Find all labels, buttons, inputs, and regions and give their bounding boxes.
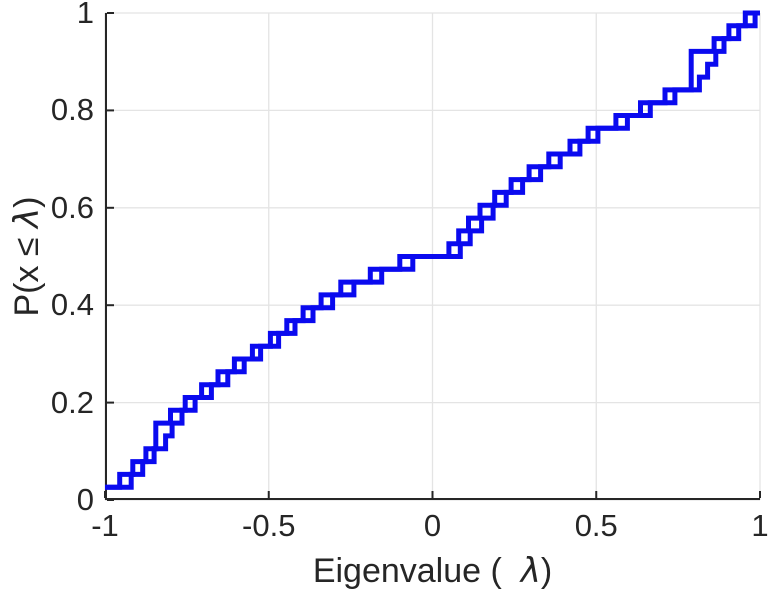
- x-tick-label: 0.5: [574, 508, 618, 543]
- x-axis-title-close: ): [540, 552, 553, 590]
- y-tick-label: 0.8: [50, 92, 94, 128]
- x-axis-title-text: Eigenvalue (: [312, 552, 521, 590]
- x-tick-label: -1: [91, 508, 119, 543]
- x-tick-label: 0: [423, 508, 442, 543]
- y-tick-label: 0.2: [50, 384, 94, 420]
- y-tick-label: 0.6: [50, 189, 94, 225]
- x-tick-label: 1: [751, 508, 768, 543]
- x-tick-label: -0.5: [242, 508, 296, 543]
- y-axis-title-close: ): [8, 196, 46, 208]
- ecdf-step-chart: [104, 10, 761, 501]
- y-tick-label: 1: [76, 0, 94, 30]
- lambda-symbol: λ: [520, 551, 541, 591]
- ecdf-steps-2-line: [105, 10, 760, 490]
- y-axis-title-text: P(x ≤: [8, 227, 46, 317]
- lambda-symbol: λ: [7, 207, 47, 228]
- y-tick-label: 0: [76, 482, 94, 517]
- plot-area: [104, 10, 761, 501]
- y-axis-title: P(x ≤ λ): [6, 13, 48, 500]
- x-axis-title: Eigenvalue ( λ): [105, 551, 760, 591]
- y-tick-label: 0.4: [50, 287, 94, 323]
